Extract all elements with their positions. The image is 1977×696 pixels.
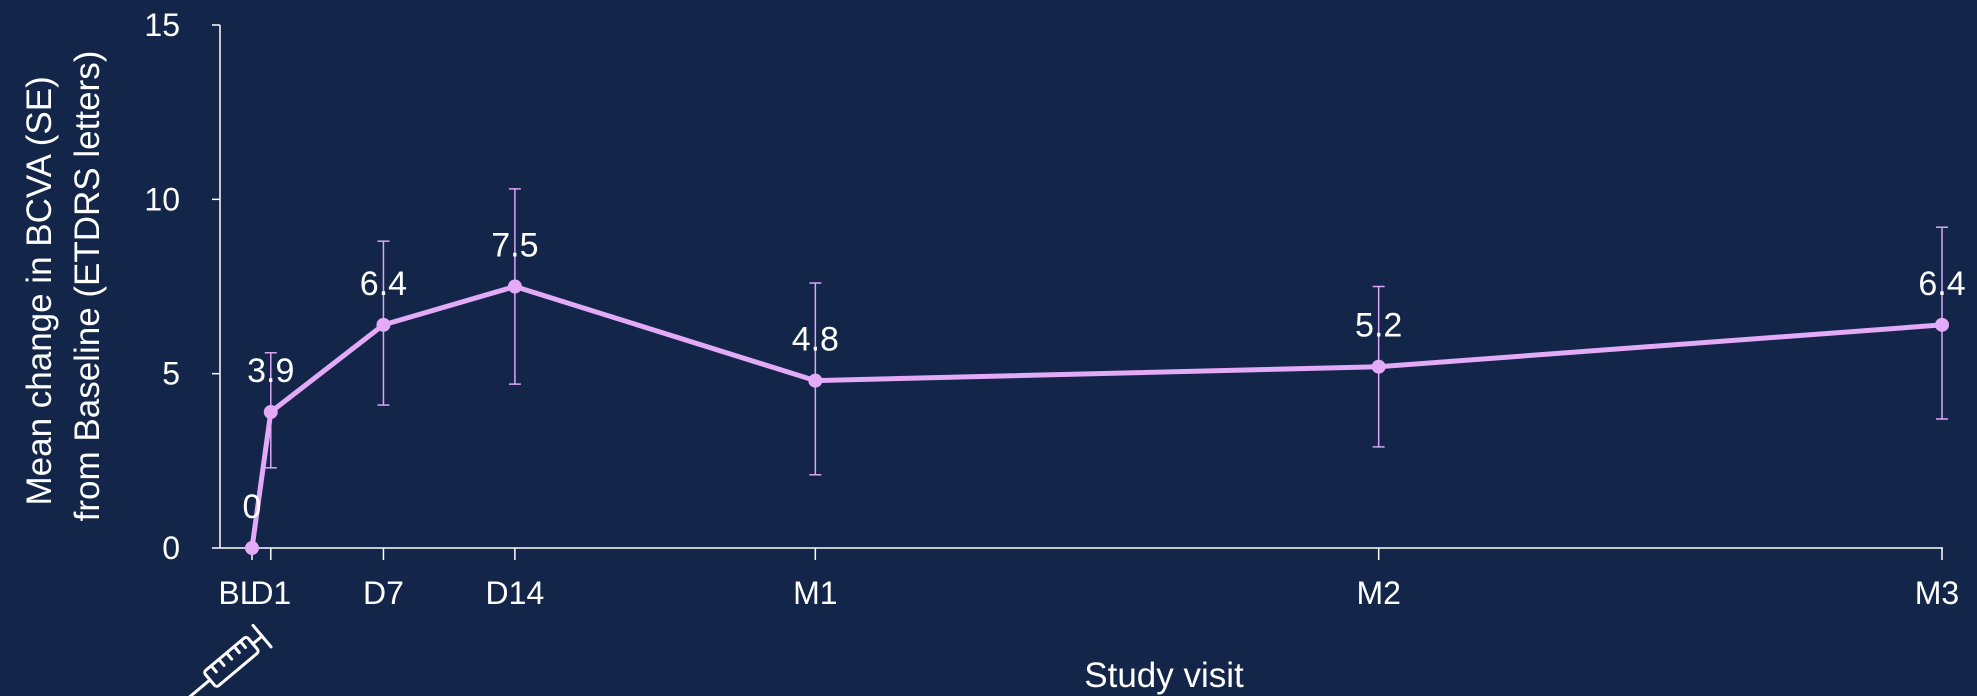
x-tick-label: BL [218,575,257,611]
x-tick-label: M3 [1915,575,1959,611]
data-label: 5.2 [1355,307,1402,345]
series-line [249,284,1943,549]
y-axis: 0 5 10 15 [144,7,221,566]
x-tick-label: M1 [793,575,837,611]
data-point [808,373,823,388]
data-point [1935,317,1949,332]
y-tick-label: 15 [144,7,180,43]
x-axis-title: Study visit [1084,656,1244,695]
data-point [245,541,259,555]
data-labels: 0 3.9 6.4 7.5 4.8 5.2 6.4 [243,227,1966,527]
data-point [507,279,522,294]
y-axis-title-line-1: Mean change in BCVA (SE) [20,76,59,505]
data-label: 6.4 [1918,265,1965,303]
y-axis-title: Mean change in BCVA (SE) from Baseline (… [20,51,107,522]
syringe-icon [188,623,273,696]
data-label: 7.5 [491,227,538,265]
data-point [376,317,391,332]
data-label: 6.4 [360,265,407,303]
data-point [263,405,278,420]
y-tick-label: 5 [162,356,180,392]
data-label: 3.9 [247,352,294,390]
y-tick-label: 0 [162,530,180,566]
x-tick-label: M2 [1356,575,1400,611]
data-points [245,279,1949,555]
y-axis-title-line-2: from Baseline (ETDRS letters) [68,51,107,522]
x-tick-label: D14 [486,575,545,611]
data-label: 4.8 [792,321,839,359]
y-tick-label: 10 [144,181,180,217]
x-tick-label: D7 [363,575,404,611]
data-label: 0 [243,488,262,526]
data-point [1371,359,1386,374]
x-tick-label: D1 [250,575,291,611]
